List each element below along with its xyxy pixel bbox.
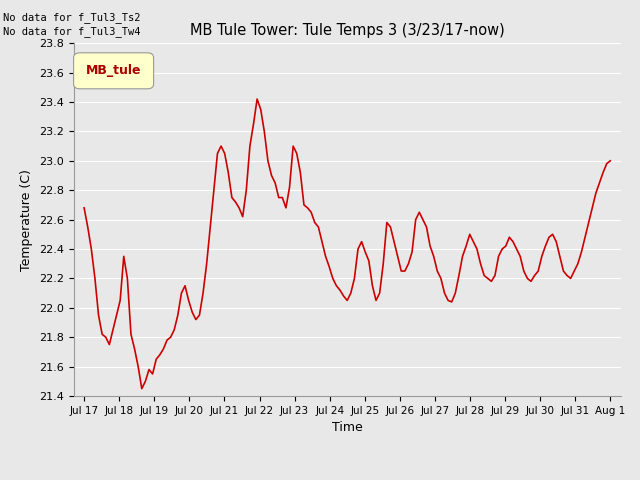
Text: MB_tule: MB_tule: [86, 64, 141, 77]
X-axis label: Time: Time: [332, 421, 363, 434]
Y-axis label: Temperature (C): Temperature (C): [20, 168, 33, 271]
Text: No data for f_Tul3_Ts2: No data for f_Tul3_Ts2: [3, 12, 141, 23]
Title: MB Tule Tower: Tule Temps 3 (3/23/17-now): MB Tule Tower: Tule Temps 3 (3/23/17-now…: [190, 23, 504, 38]
Text: No data for f_Tul3_Tw4: No data for f_Tul3_Tw4: [3, 26, 141, 37]
